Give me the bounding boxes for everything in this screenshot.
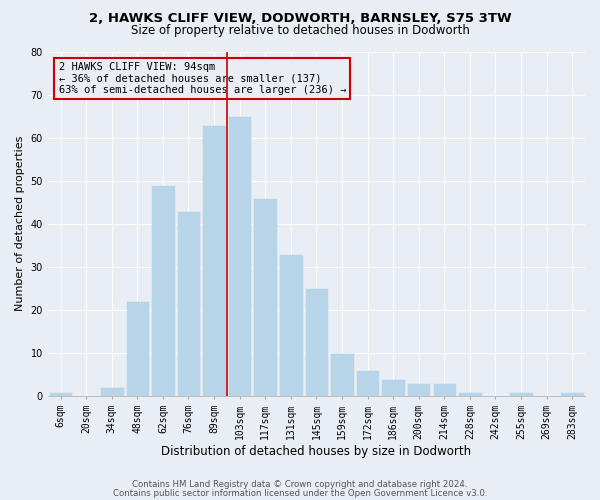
Text: 2 HAWKS CLIFF VIEW: 94sqm
← 36% of detached houses are smaller (137)
63% of semi: 2 HAWKS CLIFF VIEW: 94sqm ← 36% of detac… [59,62,346,95]
Bar [177,211,200,396]
Bar [560,392,584,396]
Bar [509,392,533,396]
Text: Size of property relative to detached houses in Dodworth: Size of property relative to detached ho… [131,24,469,37]
Bar [305,288,328,396]
Bar [49,392,73,396]
Bar [330,353,354,396]
Bar [151,185,175,396]
Bar [279,254,302,396]
Bar [202,124,226,396]
Bar [382,379,405,396]
Bar [125,302,149,396]
Bar [458,392,482,396]
Y-axis label: Number of detached properties: Number of detached properties [15,136,25,312]
X-axis label: Distribution of detached houses by size in Dodworth: Distribution of detached houses by size … [161,444,472,458]
Text: Contains HM Land Registry data © Crown copyright and database right 2024.: Contains HM Land Registry data © Crown c… [132,480,468,489]
Bar [100,388,124,396]
Text: 2, HAWKS CLIFF VIEW, DODWORTH, BARNSLEY, S75 3TW: 2, HAWKS CLIFF VIEW, DODWORTH, BARNSLEY,… [89,12,511,26]
Bar [433,383,456,396]
Bar [228,116,251,396]
Text: Contains public sector information licensed under the Open Government Licence v3: Contains public sector information licen… [113,488,487,498]
Bar [407,383,430,396]
Bar [356,370,379,396]
Bar [253,198,277,396]
